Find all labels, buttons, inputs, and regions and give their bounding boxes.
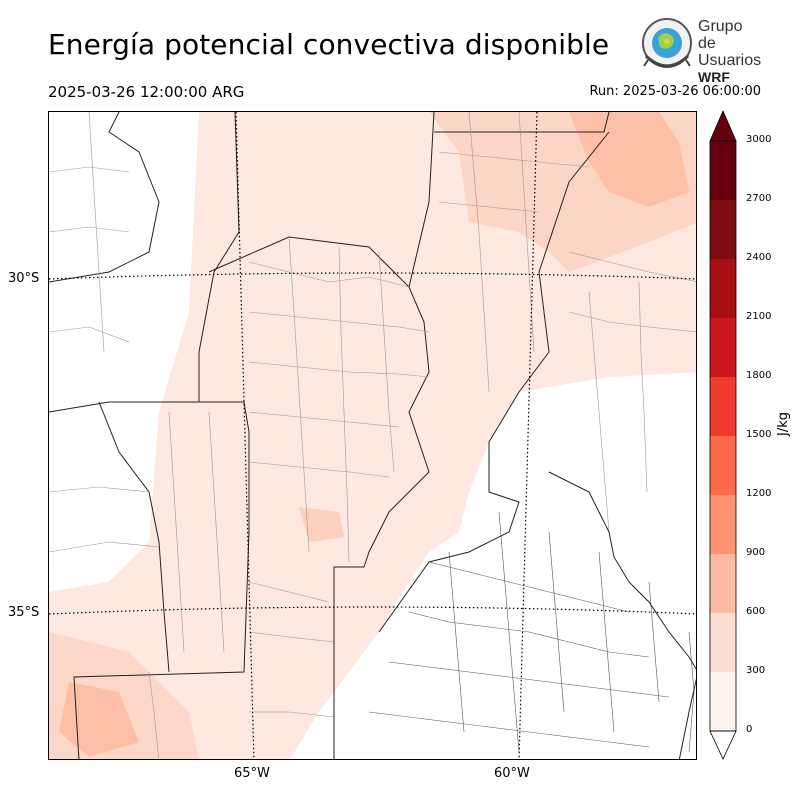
colorbar-tick-label: 600 xyxy=(746,606,766,617)
globe-logo-icon xyxy=(642,18,692,68)
lon-60-line xyxy=(518,112,538,759)
cape-map xyxy=(48,111,697,760)
colorbar-max-triangle xyxy=(709,109,737,142)
run-time: Run: 2025-03-26 06:00:00 xyxy=(589,84,761,99)
colorbar-segment xyxy=(710,141,736,200)
colorbar-unit: J/kg xyxy=(776,412,791,436)
colorbar-tick-label: 300 xyxy=(746,665,766,676)
colorbar-tick-label: 2400 xyxy=(746,252,772,263)
lat-label-35s: 35°S xyxy=(8,605,40,620)
colorbar-min-triangle xyxy=(709,730,737,760)
colorbar-segment xyxy=(710,436,736,495)
colorbar-segment xyxy=(710,495,736,554)
lon-65-line xyxy=(235,112,255,759)
colorbar xyxy=(709,109,737,760)
colorbar-segment xyxy=(710,377,736,436)
lon-label-60w: 60°W xyxy=(494,766,530,781)
colorbar-segment xyxy=(710,259,736,318)
logo-text: Grupo de Usuarios WRF xyxy=(698,18,763,86)
buenos-aires-partidos xyxy=(368,511,695,753)
colorbar-tick-label: 1800 xyxy=(746,370,772,381)
colorbar-tick-label: 1500 xyxy=(746,429,772,440)
lon-label-65w: 65°W xyxy=(234,766,270,781)
colorbar-tick-label: 2100 xyxy=(746,311,772,322)
wrf-users-logo: Grupo de Usuarios WRF xyxy=(638,16,763,85)
colorbar-tick-label: 3000 xyxy=(746,134,772,145)
lat-35-line xyxy=(49,606,696,615)
valid-time: 2025-03-26 12:00:00 ARG xyxy=(48,83,245,101)
logo-line3: WRF xyxy=(698,69,730,85)
colorbar-tick-label: 0 xyxy=(746,724,753,735)
logo-line1: Grupo de xyxy=(698,18,743,52)
colorbar-segment xyxy=(710,200,736,259)
map-svg xyxy=(49,112,696,759)
logo-line2: Usuarios xyxy=(698,52,762,69)
coastline xyxy=(548,471,696,759)
cape-fill-layer xyxy=(49,112,696,759)
graticule xyxy=(49,112,696,759)
colorbar-segment xyxy=(710,318,736,377)
lat-label-30s: 30°S xyxy=(8,271,40,286)
lat-30-line xyxy=(49,272,696,280)
colorbar-segment xyxy=(710,613,736,672)
colorbar-tick-label: 1200 xyxy=(746,488,772,499)
department-borders xyxy=(49,112,696,759)
colorbar-segment xyxy=(710,672,736,731)
colorbar-segment xyxy=(710,554,736,613)
colorbar-tick-label: 900 xyxy=(746,547,766,558)
province-borders xyxy=(49,112,610,759)
map-title: Energía potencial convectiva disponible xyxy=(48,28,610,61)
colorbar-tick-label: 2700 xyxy=(746,193,772,204)
